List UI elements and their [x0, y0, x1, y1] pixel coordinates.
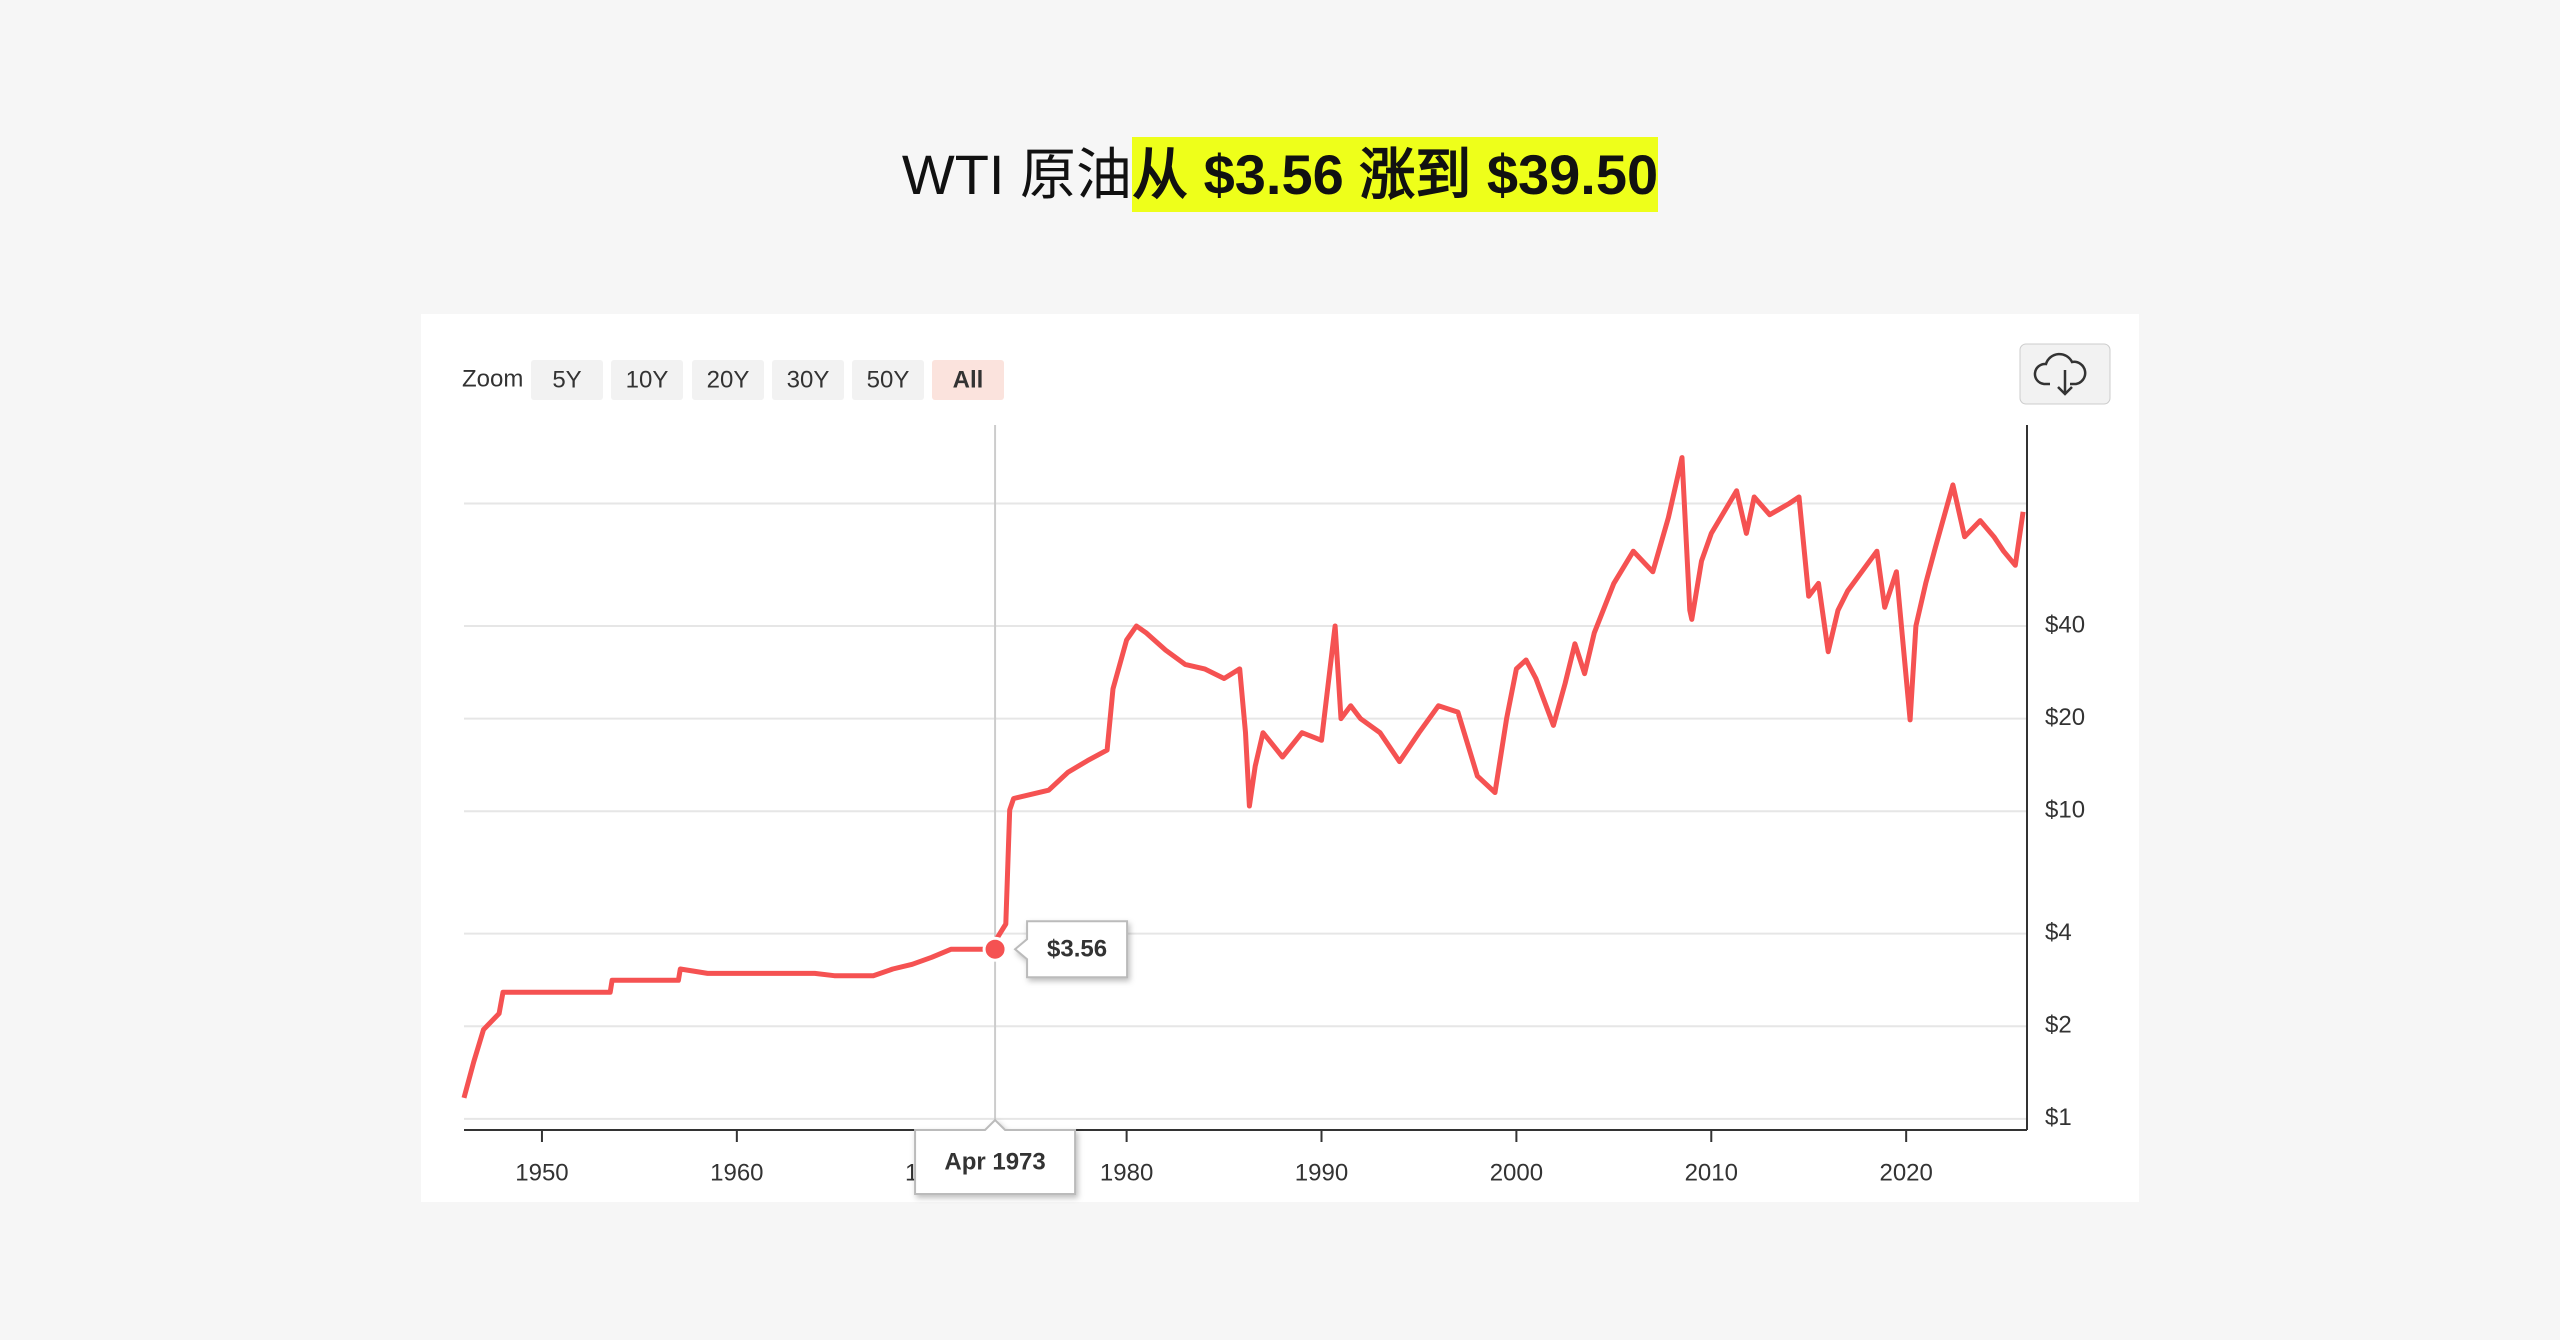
zoom-button[interactable]: [531, 360, 603, 400]
x-tick-label: 1950: [515, 1159, 568, 1186]
zoom-button-label[interactable]: 50Y: [867, 366, 910, 393]
headline: WTI 原油从 $3.56 涨到 $39.50: [0, 130, 2560, 212]
x-tick-label: 2020: [1879, 1159, 1932, 1186]
y-tick-label: $40: [2045, 611, 2085, 638]
y-tick-label: $2: [2045, 1012, 2072, 1039]
chart-card: [421, 314, 2139, 1202]
zoom-button[interactable]: [852, 360, 924, 400]
download-icon: [2033, 352, 2087, 396]
x-tick-label: 1960: [710, 1159, 763, 1186]
price-line: [461, 455, 2026, 1099]
x-tick-label: 1990: [1295, 1159, 1348, 1186]
zoom-button-label[interactable]: 5Y: [552, 366, 581, 393]
zoom-button[interactable]: [772, 360, 844, 400]
tooltip-value: $3.56: [1047, 936, 1107, 963]
zoom-button-label[interactable]: All: [953, 366, 984, 393]
title-prefix: WTI 原油: [901, 143, 1133, 206]
tooltip-box: [914, 1118, 1077, 1195]
tooltip-date: Apr 1973: [944, 1148, 1045, 1175]
zoom-button-label[interactable]: 20Y: [707, 366, 750, 393]
zoom-button-label[interactable]: 30Y: [787, 366, 830, 393]
zoom-button[interactable]: [932, 360, 1004, 400]
zoom-label: Zoom: [462, 365, 523, 392]
x-tick-label: 2000: [1490, 1159, 1543, 1186]
y-tick-label: $10: [2045, 797, 2085, 824]
zoom-button[interactable]: [692, 360, 764, 400]
tooltip-box: [1013, 920, 1129, 979]
y-tick-label: $4: [2045, 919, 2072, 946]
highlight-point: [982, 936, 1008, 962]
x-tick-label: 2010: [1685, 1159, 1738, 1186]
y-tick-label: $20: [2045, 704, 2085, 731]
y-tick-label: $1: [2045, 1104, 2072, 1131]
zoom-button[interactable]: [611, 360, 683, 400]
title-highlight: 从 $3.56 涨到 $39.50: [1132, 137, 1659, 212]
zoom-button-label[interactable]: 10Y: [626, 366, 669, 393]
x-tick-label: 1980: [1100, 1159, 1153, 1186]
